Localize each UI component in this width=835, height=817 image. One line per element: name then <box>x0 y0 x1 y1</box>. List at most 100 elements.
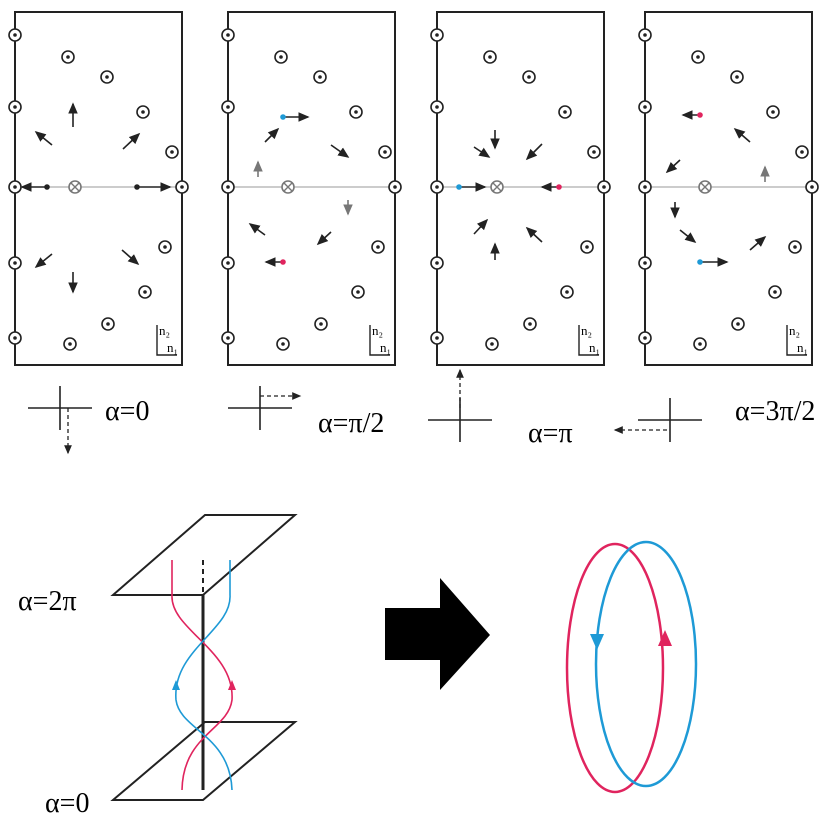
marker-dot <box>226 185 230 189</box>
label-bottom: α=0 <box>45 788 89 817</box>
marker-dot <box>810 185 814 189</box>
marker-dot <box>66 55 70 59</box>
caption: α=0 <box>105 396 149 427</box>
marker-dot <box>592 150 596 154</box>
spin-tail <box>44 184 50 190</box>
label-top: α=2π <box>18 586 77 617</box>
panel-frame <box>437 12 604 365</box>
marker-dot <box>435 336 439 340</box>
marker-dot <box>585 245 589 249</box>
marker-dot <box>563 110 567 114</box>
spin-tail <box>697 259 703 265</box>
marker-dot <box>13 105 17 109</box>
blue-loop <box>596 542 696 786</box>
marker-dot <box>643 185 647 189</box>
marker-dot <box>643 261 647 265</box>
marker-dot <box>435 105 439 109</box>
caption: α=3π/2 <box>735 396 815 427</box>
marker-dot <box>736 322 740 326</box>
lower-diagram: α=2π α=0 <box>18 515 696 817</box>
marker-dot <box>435 185 439 189</box>
panel: n₂ n₁ <box>431 12 610 365</box>
marker-dot <box>13 185 17 189</box>
marker-dot <box>143 290 147 294</box>
marker-dot <box>318 75 322 79</box>
marker-dot <box>170 150 174 154</box>
axis-label-n2: n₂ <box>581 323 592 338</box>
marker-dot <box>13 33 17 37</box>
spin-arrow <box>474 147 489 157</box>
spin-arrow <box>474 220 487 234</box>
axis-label-n2: n₂ <box>789 323 800 338</box>
marker-dot <box>565 290 569 294</box>
marker-dot <box>226 33 230 37</box>
spin-arrow <box>36 132 52 145</box>
spin-arrow <box>750 237 765 250</box>
spin-arrow <box>265 129 278 142</box>
figure: n₂n₁n₂n₁n₂n₁n₂n₁α=0α=π/2α=πα=3π/2 α=2π α… <box>0 0 835 817</box>
marker-dot <box>771 110 775 114</box>
axis-label-n1: n₁ <box>797 340 808 355</box>
spin-tail <box>456 184 462 190</box>
axis-label-n1: n₁ <box>380 340 391 355</box>
marker-dot <box>383 150 387 154</box>
blue-arrowhead <box>172 680 180 690</box>
marker-dot <box>435 33 439 37</box>
spin-arrow <box>250 224 265 235</box>
marker-dot <box>735 75 739 79</box>
marker-dot <box>180 185 184 189</box>
marker-dot <box>643 33 647 37</box>
marker-dot <box>281 342 285 346</box>
spin-arrow <box>36 254 52 267</box>
spin-arrow <box>735 129 750 142</box>
marker-dot <box>488 55 492 59</box>
axis-label-n1: n₁ <box>167 340 178 355</box>
axis-label-n2: n₂ <box>159 323 170 338</box>
panel: n₂ n₁ <box>9 12 188 365</box>
marker-dot <box>279 55 283 59</box>
panel-frame <box>15 12 182 365</box>
marker-dot <box>643 105 647 109</box>
marker-dot <box>393 185 397 189</box>
marker-dot <box>643 336 647 340</box>
marker-dot <box>376 245 380 249</box>
marker-dot <box>696 55 700 59</box>
panel-frame <box>228 12 395 365</box>
marker-dot <box>435 261 439 265</box>
marker-dot <box>490 342 494 346</box>
caption: α=π/2 <box>318 408 384 439</box>
spin-tail <box>280 114 286 120</box>
spin-tail <box>556 184 562 190</box>
marker-dot <box>141 110 145 114</box>
marker-dot <box>527 75 531 79</box>
spin-arrow <box>527 228 542 242</box>
marker-dot <box>528 322 532 326</box>
spin-arrow <box>122 250 138 264</box>
spin-tail <box>697 112 703 118</box>
marker-dot <box>106 322 110 326</box>
marker-dot <box>773 290 777 294</box>
marker-dot <box>698 342 702 346</box>
marker-dot <box>793 245 797 249</box>
axis-label-n1: n₁ <box>589 340 600 355</box>
marker-dot <box>163 245 167 249</box>
spin-arrow <box>123 134 139 149</box>
marker-dot <box>226 336 230 340</box>
marker-dot <box>226 105 230 109</box>
big-arrow <box>385 578 490 690</box>
marker-dot <box>68 342 72 346</box>
spin-tail <box>280 259 286 265</box>
spin-tail <box>134 184 140 190</box>
panel: n₂ n₁ <box>639 12 818 365</box>
marker-dot <box>13 261 17 265</box>
spin-arrow <box>527 144 542 159</box>
marker-dot <box>226 261 230 265</box>
spin-arrow <box>318 232 331 244</box>
panel-frame <box>645 12 812 365</box>
marker-dot <box>319 322 323 326</box>
marker-dot <box>105 75 109 79</box>
caption: α=π <box>528 418 573 449</box>
spin-arrow <box>680 230 695 242</box>
marker-dot <box>800 150 804 154</box>
